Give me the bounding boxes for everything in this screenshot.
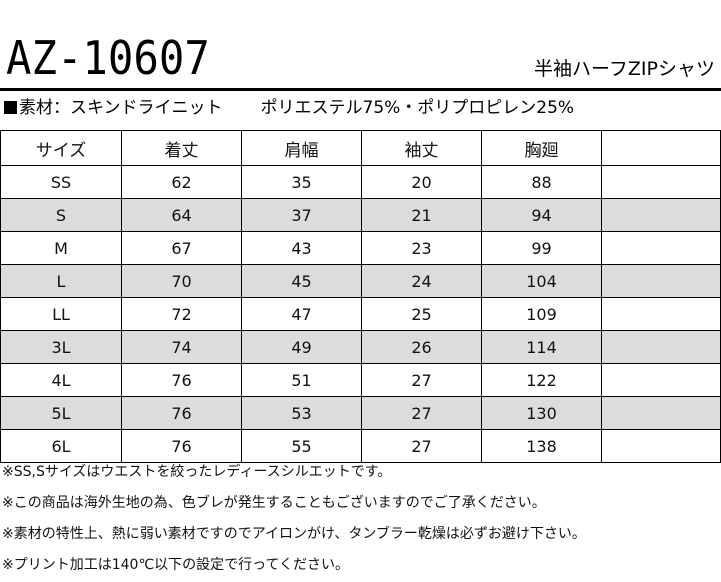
col-header-length: 着丈 — [121, 130, 242, 166]
chest-cell: 104 — [481, 264, 602, 298]
note-print-temperature: ※プリント加工は140℃以下の設定で行ってください。 — [2, 557, 350, 573]
table-row: S 64 37 21 94 — [0, 198, 721, 232]
table-row: L 70 45 24 104 — [0, 264, 721, 298]
material-composition: ポリエステル75%・ポリプロピレン25% — [260, 98, 575, 118]
sleeve-cell: 25 — [361, 297, 482, 331]
chest-cell: 122 — [481, 363, 602, 397]
table-row: 5L 76 53 27 130 — [0, 396, 721, 430]
blank-cell — [601, 297, 721, 331]
table-row: 4L 76 51 27 122 — [0, 363, 721, 397]
table-row: 3L 74 49 26 114 — [0, 330, 721, 364]
sleeve-cell: 23 — [361, 231, 482, 265]
length-cell: 72 — [121, 297, 242, 331]
blank-cell — [601, 198, 721, 232]
table-row: M 67 43 23 99 — [0, 231, 721, 265]
length-cell: 70 — [121, 264, 242, 298]
shoulder-cell: 53 — [241, 396, 362, 430]
length-cell: 64 — [121, 198, 242, 232]
material-line: 素材：スキンドライニット ポリエステル75%・ポリプロピレン25% — [4, 96, 574, 120]
sleeve-cell: 27 — [361, 363, 482, 397]
note-silhouette: ※SS,Sサイズはウエストを絞ったレディースシルエットです。 — [2, 464, 392, 480]
col-header-shoulder: 肩幅 — [241, 130, 362, 166]
table-row: 6L 76 55 27 138 — [0, 429, 721, 463]
product-header: AZ-10607 半袖ハーフZIPシャツ — [0, 0, 721, 92]
chest-cell: 99 — [481, 231, 602, 265]
size-cell: L — [0, 264, 122, 298]
col-header-blank — [601, 130, 721, 166]
sleeve-cell: 24 — [361, 264, 482, 298]
size-cell: 5L — [0, 396, 122, 430]
blank-cell — [601, 363, 721, 397]
col-header-size: サイズ — [0, 130, 122, 166]
length-cell: 62 — [121, 165, 242, 199]
length-cell: 76 — [121, 363, 242, 397]
col-header-sleeve: 袖丈 — [361, 130, 482, 166]
bullet-square-icon — [4, 101, 17, 114]
model-number: AZ-10607 — [6, 31, 210, 85]
shoulder-cell: 45 — [241, 264, 362, 298]
size-chart-table: サイズ 着丈 肩幅 袖丈 胸廻 SS 62 35 20 88 S 64 37 2… — [0, 130, 721, 463]
product-name: 半袖ハーフZIPシャツ — [534, 58, 715, 80]
shoulder-cell: 37 — [241, 198, 362, 232]
sleeve-cell: 27 — [361, 429, 482, 463]
shoulder-cell: 47 — [241, 297, 362, 331]
length-cell: 76 — [121, 396, 242, 430]
notes-section: ※SS,Sサイズはウエストを絞ったレディースシルエットです。 ※この商品は海外生… — [2, 458, 720, 582]
shoulder-cell: 43 — [241, 231, 362, 265]
size-cell: M — [0, 231, 122, 265]
length-cell: 76 — [121, 429, 242, 463]
col-header-chest: 胸廻 — [481, 130, 602, 166]
shoulder-cell: 51 — [241, 363, 362, 397]
size-cell: S — [0, 198, 122, 232]
size-cell: SS — [0, 165, 122, 199]
chest-cell: 88 — [481, 165, 602, 199]
header-divider — [0, 88, 721, 91]
length-cell: 74 — [121, 330, 242, 364]
chest-cell: 114 — [481, 330, 602, 364]
table-row: LL 72 47 25 109 — [0, 297, 721, 331]
blank-cell — [601, 330, 721, 364]
material-label: 素材：スキンドライニット — [19, 98, 223, 118]
blank-cell — [601, 231, 721, 265]
length-cell: 67 — [121, 231, 242, 265]
note-color-variation: ※この商品は海外生地の為、色ブレが発生することもございますのでご了承ください。 — [2, 495, 546, 511]
sleeve-cell: 26 — [361, 330, 482, 364]
chest-cell: 130 — [481, 396, 602, 430]
note-heat-warning: ※素材の特性上、熱に弱い素材ですのでアイロンがけ、タンブラー乾燥は必ずお避け下さ… — [2, 526, 586, 542]
blank-cell — [601, 165, 721, 199]
size-cell: LL — [0, 297, 122, 331]
shoulder-cell: 49 — [241, 330, 362, 364]
table-header-row: サイズ 着丈 肩幅 袖丈 胸廻 — [0, 130, 721, 166]
table-row: SS 62 35 20 88 — [0, 165, 721, 199]
sleeve-cell: 27 — [361, 396, 482, 430]
chest-cell: 94 — [481, 198, 602, 232]
size-cell: 6L — [0, 429, 122, 463]
size-cell: 4L — [0, 363, 122, 397]
chest-cell: 109 — [481, 297, 602, 331]
size-cell: 3L — [0, 330, 122, 364]
blank-cell — [601, 264, 721, 298]
shoulder-cell: 35 — [241, 165, 362, 199]
blank-cell — [601, 396, 721, 430]
blank-cell — [601, 429, 721, 463]
sleeve-cell: 20 — [361, 165, 482, 199]
sleeve-cell: 21 — [361, 198, 482, 232]
